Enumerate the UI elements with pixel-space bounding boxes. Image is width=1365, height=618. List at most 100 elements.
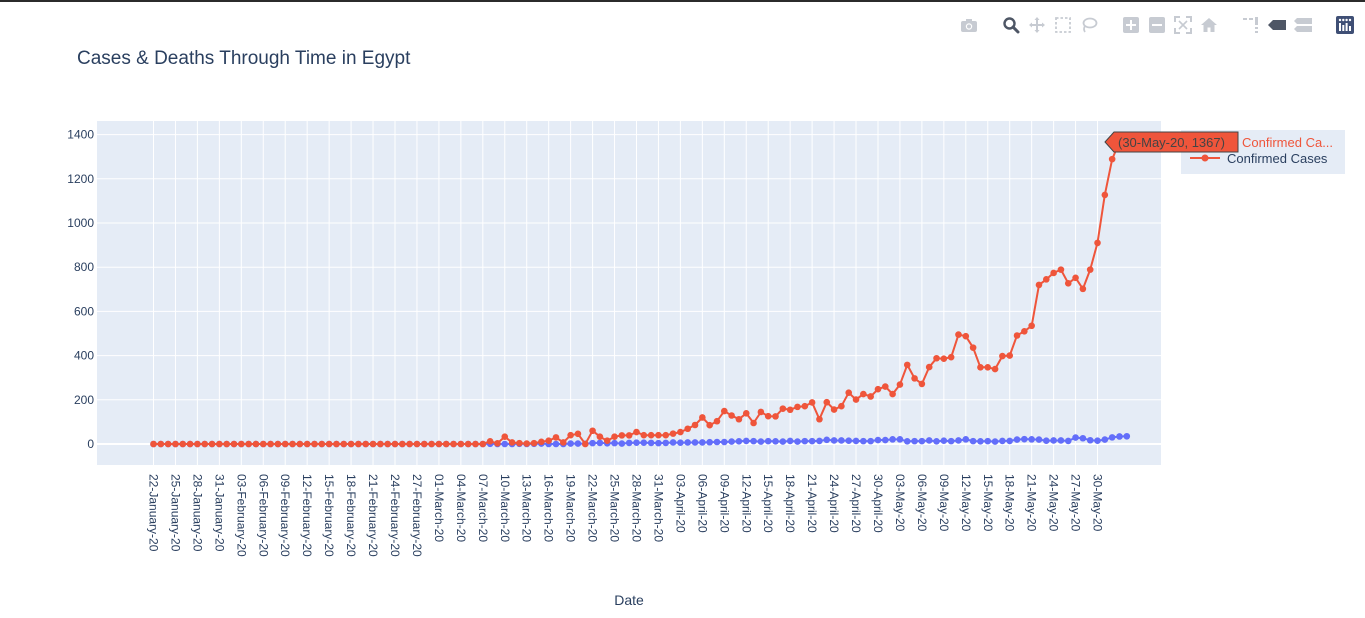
data-point[interactable] bbox=[764, 437, 772, 445]
data-point[interactable] bbox=[1101, 436, 1109, 443]
data-point[interactable] bbox=[786, 437, 794, 445]
data-point[interactable] bbox=[259, 440, 267, 448]
data-point[interactable] bbox=[706, 438, 713, 446]
data-point[interactable] bbox=[757, 408, 765, 416]
data-point[interactable] bbox=[1079, 434, 1087, 442]
data-point[interactable] bbox=[216, 440, 223, 448]
data-point[interactable] bbox=[947, 353, 955, 361]
data-point[interactable] bbox=[157, 440, 165, 448]
data-point[interactable] bbox=[801, 402, 809, 410]
data-point[interactable] bbox=[1116, 433, 1123, 440]
data-point[interactable] bbox=[450, 440, 457, 448]
data-point[interactable] bbox=[955, 437, 962, 444]
data-point[interactable] bbox=[574, 440, 582, 447]
data-point[interactable] bbox=[516, 439, 523, 447]
data-point[interactable] bbox=[750, 437, 757, 445]
data-point[interactable] bbox=[867, 393, 874, 400]
legend-item-confirmed-cases[interactable]: Confirmed Cases bbox=[1227, 151, 1328, 166]
data-point[interactable] bbox=[567, 440, 574, 447]
data-point[interactable] bbox=[435, 440, 443, 448]
data-point[interactable] bbox=[238, 440, 245, 448]
data-point[interactable] bbox=[494, 440, 501, 447]
data-point[interactable] bbox=[1021, 435, 1028, 443]
data-point[interactable] bbox=[823, 398, 831, 406]
data-point[interactable] bbox=[852, 396, 860, 403]
data-point[interactable] bbox=[472, 440, 479, 448]
data-point[interactable] bbox=[852, 437, 860, 445]
data-point[interactable] bbox=[662, 439, 670, 447]
data-point[interactable] bbox=[647, 431, 655, 439]
data-point[interactable] bbox=[1123, 432, 1131, 440]
data-point[interactable] bbox=[384, 440, 391, 448]
data-point[interactable] bbox=[801, 437, 809, 445]
data-point[interactable] bbox=[362, 440, 370, 448]
data-point[interactable] bbox=[677, 428, 684, 436]
data-point[interactable] bbox=[867, 437, 874, 445]
data-point[interactable] bbox=[947, 437, 955, 445]
data-point[interactable] bbox=[633, 428, 640, 436]
data-point[interactable] bbox=[545, 437, 552, 444]
data-point[interactable] bbox=[1108, 155, 1116, 163]
data-point[interactable] bbox=[977, 438, 984, 445]
data-point[interactable] bbox=[625, 439, 633, 447]
data-point[interactable] bbox=[640, 439, 648, 446]
data-point[interactable] bbox=[999, 437, 1006, 445]
data-point[interactable] bbox=[962, 436, 970, 443]
data-point[interactable] bbox=[706, 421, 713, 429]
data-point[interactable] bbox=[860, 390, 867, 398]
data-point[interactable] bbox=[713, 417, 721, 425]
plot-area[interactable] bbox=[97, 121, 1161, 465]
data-point[interactable] bbox=[552, 440, 560, 448]
data-point[interactable] bbox=[984, 364, 992, 371]
data-point[interactable] bbox=[1086, 266, 1094, 273]
data-point[interactable] bbox=[1072, 434, 1079, 441]
data-point[interactable] bbox=[164, 440, 172, 448]
data-point[interactable] bbox=[1072, 274, 1079, 282]
data-point[interactable] bbox=[611, 433, 618, 441]
data-point[interactable] bbox=[625, 432, 633, 439]
data-point[interactable] bbox=[1035, 281, 1043, 289]
data-point[interactable] bbox=[816, 437, 823, 445]
data-point[interactable] bbox=[589, 427, 596, 435]
data-point[interactable] bbox=[721, 438, 728, 446]
data-point[interactable] bbox=[940, 355, 948, 362]
data-point[interactable] bbox=[1006, 352, 1014, 359]
data-point[interactable] bbox=[728, 438, 735, 445]
data-point[interactable] bbox=[523, 440, 531, 447]
data-point[interactable] bbox=[721, 407, 728, 415]
camera-icon[interactable] bbox=[959, 14, 979, 36]
data-point[interactable] bbox=[150, 440, 157, 448]
data-point[interactable] bbox=[267, 440, 274, 448]
data-point[interactable] bbox=[567, 431, 574, 439]
data-point[interactable] bbox=[684, 425, 692, 433]
zoom-in-icon[interactable] bbox=[1121, 14, 1141, 36]
data-point[interactable] bbox=[1021, 327, 1028, 335]
data-point[interactable] bbox=[742, 437, 750, 445]
data-point[interactable] bbox=[501, 433, 509, 441]
spike-lines-icon[interactable] bbox=[1241, 14, 1261, 36]
data-point[interactable] bbox=[1079, 285, 1087, 293]
data-point[interactable] bbox=[296, 440, 304, 448]
data-point[interactable] bbox=[728, 412, 735, 419]
data-point[interactable] bbox=[962, 332, 970, 340]
data-point[interactable] bbox=[779, 405, 787, 412]
data-point[interactable] bbox=[340, 440, 348, 448]
data-point[interactable] bbox=[735, 415, 743, 423]
data-point[interactable] bbox=[223, 440, 230, 448]
data-point[interactable] bbox=[457, 440, 465, 448]
data-point[interactable] bbox=[845, 437, 853, 444]
data-point[interactable] bbox=[633, 439, 640, 446]
data-point[interactable] bbox=[603, 437, 611, 444]
data-point[interactable] bbox=[530, 439, 538, 447]
data-point[interactable] bbox=[479, 440, 487, 448]
data-point[interactable] bbox=[691, 421, 699, 429]
data-point[interactable] bbox=[377, 440, 384, 448]
data-point[interactable] bbox=[830, 437, 838, 444]
data-point[interactable] bbox=[179, 440, 187, 448]
data-point[interactable] bbox=[991, 438, 999, 445]
data-point[interactable] bbox=[428, 440, 435, 448]
data-point[interactable] bbox=[1057, 266, 1065, 273]
data-point[interactable] bbox=[882, 383, 889, 390]
data-point[interactable] bbox=[889, 436, 896, 443]
data-point[interactable] bbox=[501, 440, 509, 448]
